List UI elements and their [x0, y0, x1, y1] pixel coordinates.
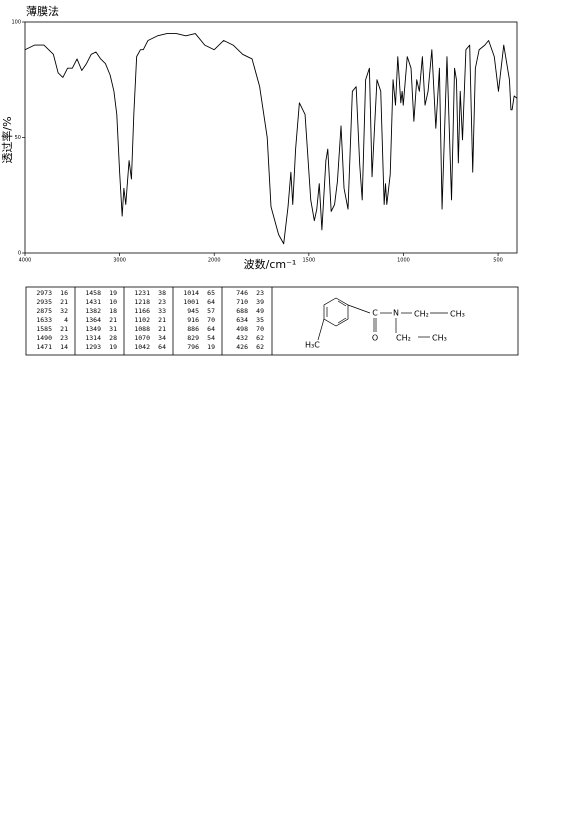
peak-wavenumber: 710: [236, 298, 248, 306]
peak-transmittance: 34: [158, 334, 166, 342]
peak-transmittance: 21: [60, 298, 68, 306]
peak-wavenumber: 2875: [36, 307, 52, 315]
peak-transmittance: 39: [256, 298, 264, 306]
peak-transmittance: 70: [256, 325, 264, 333]
peak-wavenumber: 945: [187, 307, 199, 315]
x-tick-label: 2000: [208, 258, 221, 264]
peak-transmittance: 21: [158, 316, 166, 324]
atom-label: CH₂: [414, 310, 429, 319]
peak-transmittance: 70: [207, 316, 215, 324]
peak-wavenumber: 1471: [36, 343, 52, 351]
peak-wavenumber: 432: [236, 334, 248, 342]
peak-transmittance: 16: [60, 289, 68, 297]
peak-transmittance: 19: [109, 289, 117, 297]
peak-wavenumber: 634: [236, 316, 248, 324]
peak-transmittance: 65: [207, 289, 215, 297]
y-tick-label: 50: [15, 135, 21, 141]
peak-transmittance: 62: [256, 334, 264, 342]
peak-transmittance: 23: [60, 334, 68, 342]
peak-transmittance: 18: [109, 307, 117, 315]
peak-transmittance: 38: [158, 289, 166, 297]
peak-wavenumber: 746: [236, 289, 248, 297]
peak-wavenumber: 916: [187, 316, 199, 324]
peak-transmittance: 64: [207, 298, 215, 306]
table-dividers: [74, 287, 273, 355]
structure-bonds: [317, 297, 448, 341]
peak-transmittance: 33: [158, 307, 166, 315]
y-tick-label: 100: [11, 20, 21, 26]
atom-label: CH₂: [396, 334, 411, 343]
atom-label: O: [372, 334, 378, 343]
peak-transmittance: 62: [256, 343, 264, 351]
peak-transmittance: 19: [109, 343, 117, 351]
y-tick-label: 0: [18, 251, 21, 257]
peak-wavenumber: 1490: [36, 334, 52, 342]
peak-wavenumber: 1166: [134, 307, 150, 315]
peak-transmittance: 64: [158, 343, 166, 351]
peak-wavenumber: 1349: [85, 325, 101, 333]
peak-wavenumber: 1042: [134, 343, 150, 351]
x-axis-label: 波数/cm⁻¹: [244, 258, 297, 271]
spectrum-line: [24, 33, 518, 245]
peak-wavenumber: 1431: [85, 298, 101, 306]
peak-transmittance: 49: [256, 307, 264, 315]
atom-label: N: [393, 309, 399, 318]
atom-label: CH₃: [450, 310, 465, 319]
peak-transmittance: 4: [64, 316, 68, 324]
chart-title: 薄膜法: [26, 4, 59, 18]
peak-wavenumber: 688: [236, 307, 248, 315]
peak-transmittance: 10: [109, 298, 117, 306]
peak-wavenumber: 1070: [134, 334, 150, 342]
x-tick-label: 1000: [397, 258, 410, 264]
peak-transmittance: 32: [60, 307, 68, 315]
peak-transmittance: 54: [207, 334, 215, 342]
peak-wavenumber: 2935: [36, 298, 52, 306]
peak-wavenumber: 1633: [36, 316, 52, 324]
atom-label: C: [372, 309, 378, 318]
x-tick-label: 4000: [19, 258, 32, 264]
peak-transmittance: 19: [207, 343, 215, 351]
x-tick-label: 3000: [113, 258, 126, 264]
peak-wavenumber: 498: [236, 325, 248, 333]
peak-wavenumber: 1001: [183, 298, 199, 306]
atom-label: H₃C: [305, 341, 320, 350]
peak-wavenumber: 796: [187, 343, 199, 351]
peak-wavenumber: 1231: [134, 289, 150, 297]
peak-transmittance: 64: [207, 325, 215, 333]
peak-transmittance: 28: [109, 334, 117, 342]
peak-wavenumber: 1585: [36, 325, 52, 333]
x-tick-label: 500: [493, 258, 503, 264]
x-tick-label: 1500: [302, 258, 315, 264]
peak-transmittance: 21: [109, 316, 117, 324]
peak-wavenumber: 886: [187, 325, 199, 333]
peak-wavenumber: 1314: [85, 334, 101, 342]
peak-transmittance: 14: [60, 343, 68, 351]
peak-wavenumber: 1014: [183, 289, 199, 297]
peak-wavenumber: 1088: [134, 325, 150, 333]
peak-wavenumber: 426: [236, 343, 248, 351]
y-axis-label: 透过率/%: [0, 116, 14, 163]
peak-wavenumber: 1458: [85, 289, 101, 297]
peak-wavenumber: 1382: [85, 307, 101, 315]
peak-transmittance: 35: [256, 316, 264, 324]
peak-wavenumber: 1364: [85, 316, 101, 324]
peak-wavenumber: 1293: [85, 343, 101, 351]
peak-wavenumber: 1102: [134, 316, 150, 324]
peak-transmittance: 23: [256, 289, 264, 297]
peak-transmittance: 21: [158, 325, 166, 333]
peak-transmittance: 57: [207, 307, 215, 315]
peak-wavenumber: 829: [187, 334, 199, 342]
peak-transmittance: 23: [158, 298, 166, 306]
atom-label: CH₃: [432, 334, 447, 343]
peak-wavenumber: 2973: [36, 289, 52, 297]
peak-transmittance: 31: [109, 325, 117, 333]
peak-transmittance: 21: [60, 325, 68, 333]
peak-wavenumber: 1218: [134, 298, 150, 306]
